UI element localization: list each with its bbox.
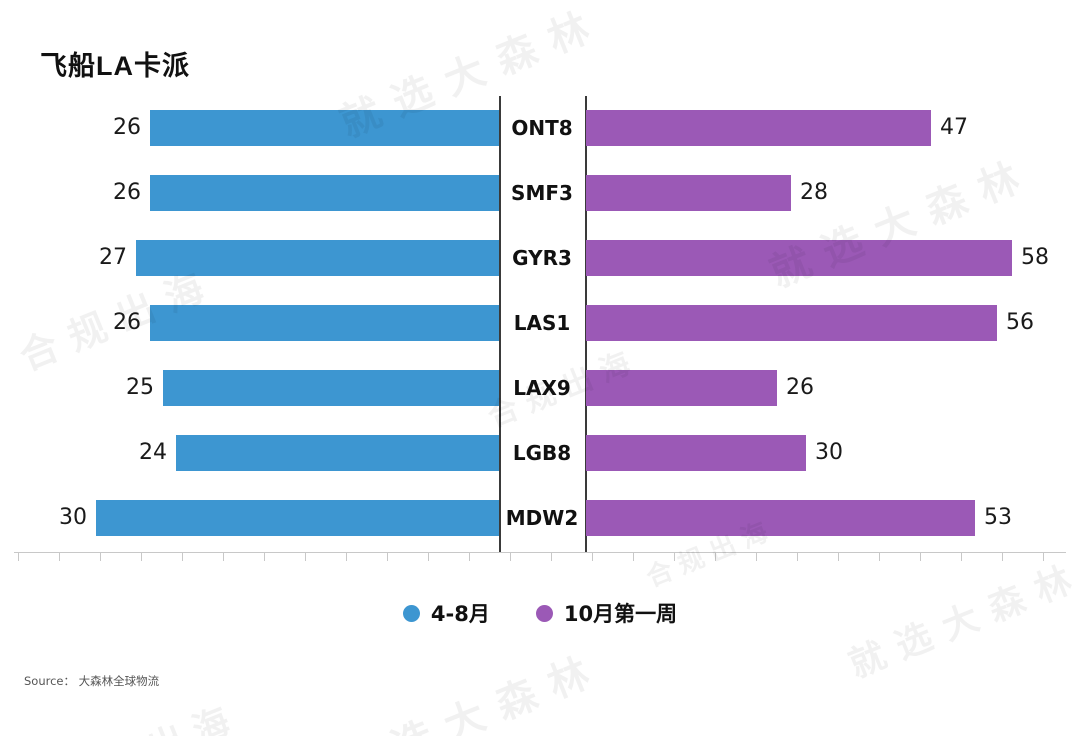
axis-tick: [674, 552, 675, 561]
bar-left-group: 26: [0, 96, 499, 161]
bar-row: 25 LAX9 26: [0, 356, 1080, 421]
axis-tick: [141, 552, 142, 561]
bar-segment-right: [586, 110, 931, 146]
bar-left-group: 25: [0, 356, 499, 421]
bar-row: 26 ONT8 47: [0, 96, 1080, 161]
axis-tick: [551, 552, 552, 561]
category-label: ONT8: [511, 116, 573, 140]
bar-segment-left: [96, 500, 499, 536]
bar-segment-right: [586, 175, 791, 211]
bar-left-group: 27: [0, 226, 499, 291]
bar-right-group: 53: [586, 486, 1080, 551]
bar-segment-right: [586, 240, 1012, 276]
axis-tick: [346, 552, 347, 561]
bar-value-right: 47: [940, 115, 968, 140]
bar-segment-right: [586, 500, 975, 536]
bar-value-left: 30: [59, 505, 87, 530]
baseline-axis: [14, 552, 1066, 553]
chart-plot-area: 26 ONT8 47 26 SMF3 28 27 GYR3 58 26 LAS1 56 25 LAX9 26…: [0, 96, 1080, 552]
bar-right-group: 30: [586, 421, 1080, 486]
axis-tick: [305, 552, 306, 561]
legend-label: 10月第一周: [563, 602, 678, 626]
bar-value-left: 26: [113, 310, 141, 335]
legend-item: 4-8月: [402, 598, 490, 628]
axis-tick: [387, 552, 388, 561]
bar-segment-left: [150, 175, 499, 211]
watermark-text: 就选大森林: [333, 644, 611, 736]
right-axis-line: [585, 96, 587, 552]
left-axis-line: [499, 96, 501, 552]
axis-tick: [879, 552, 880, 561]
axis-tick: [592, 552, 593, 561]
bar-value-right: 26: [786, 375, 814, 400]
bar-value-left: 26: [113, 180, 141, 205]
axis-tick: [797, 552, 798, 561]
bar-right-group: 28: [586, 161, 1080, 226]
category-label: LAS1: [513, 311, 571, 335]
bar-row: 30 MDW2 53: [0, 486, 1080, 551]
bar-row: 26 SMF3 28: [0, 161, 1080, 226]
bar-row: 26 LAS1 56: [0, 291, 1080, 356]
category-label: MDW2: [505, 506, 579, 530]
axis-tick: [838, 552, 839, 561]
bar-row: 27 GYR3 58: [0, 226, 1080, 291]
category-label: LAX9: [513, 376, 571, 400]
bar-right-group: 47: [586, 96, 1080, 161]
bar-value-right: 58: [1021, 245, 1049, 270]
axis-tick: [756, 552, 757, 561]
axis-tick: [510, 552, 511, 561]
bar-segment-left: [150, 110, 499, 146]
bar-left-group: 26: [0, 291, 499, 356]
axis-tick: [100, 552, 101, 561]
bar-segment-right: [586, 370, 777, 406]
bar-segment-left: [136, 240, 499, 276]
axis-tick: [469, 552, 470, 561]
bar-row: 24 LGB8 30: [0, 421, 1080, 486]
axis-tick: [264, 552, 265, 561]
bar-segment-left: [163, 370, 499, 406]
bar-value-left: 25: [126, 375, 154, 400]
bar-segment-right: [586, 305, 997, 341]
axis-tick: [1002, 552, 1003, 561]
axis-tick: [428, 552, 429, 561]
page-title: 飞船LA卡派: [40, 51, 190, 81]
bar-value-right: 53: [984, 505, 1012, 530]
bar-value-left: 24: [139, 440, 167, 465]
axis-tick: [715, 552, 716, 561]
axis-tick: [18, 552, 19, 561]
bar-right-group: 58: [586, 226, 1080, 291]
watermark-text: 合规出海: [50, 688, 248, 736]
axis-tick: [633, 552, 634, 561]
axis-tick: [182, 552, 183, 561]
axis-tick: [920, 552, 921, 561]
bar-value-right: 30: [815, 440, 843, 465]
bar-left-group: 26: [0, 161, 499, 226]
category-label: LGB8: [512, 441, 572, 465]
bar-value-right: 28: [800, 180, 828, 205]
legend-label: 4-8月: [430, 602, 490, 626]
bar-segment-left: [150, 305, 499, 341]
source-note: Source： 大森林全球物流: [24, 674, 160, 688]
bar-value-left: 26: [113, 115, 141, 140]
axis-tick: [59, 552, 60, 561]
bar-value-right: 56: [1006, 310, 1034, 335]
bar-segment-left: [176, 435, 499, 471]
bar-right-group: 26: [586, 356, 1080, 421]
chart-legend: 4-8月 10月第一周: [0, 598, 1080, 628]
axis-tick: [223, 552, 224, 561]
bar-right-group: 56: [586, 291, 1080, 356]
legend-dot-icon: [402, 604, 420, 622]
legend-item: 10月第一周: [535, 598, 678, 628]
bar-segment-right: [586, 435, 806, 471]
bar-value-left: 27: [99, 245, 127, 270]
axis-tick: [961, 552, 962, 561]
legend-dot-icon: [535, 604, 553, 622]
category-label: SMF3: [511, 181, 573, 205]
bar-left-group: 24: [0, 421, 499, 486]
category-label: GYR3: [512, 246, 572, 270]
bar-left-group: 30: [0, 486, 499, 551]
axis-tick: [1043, 552, 1044, 561]
